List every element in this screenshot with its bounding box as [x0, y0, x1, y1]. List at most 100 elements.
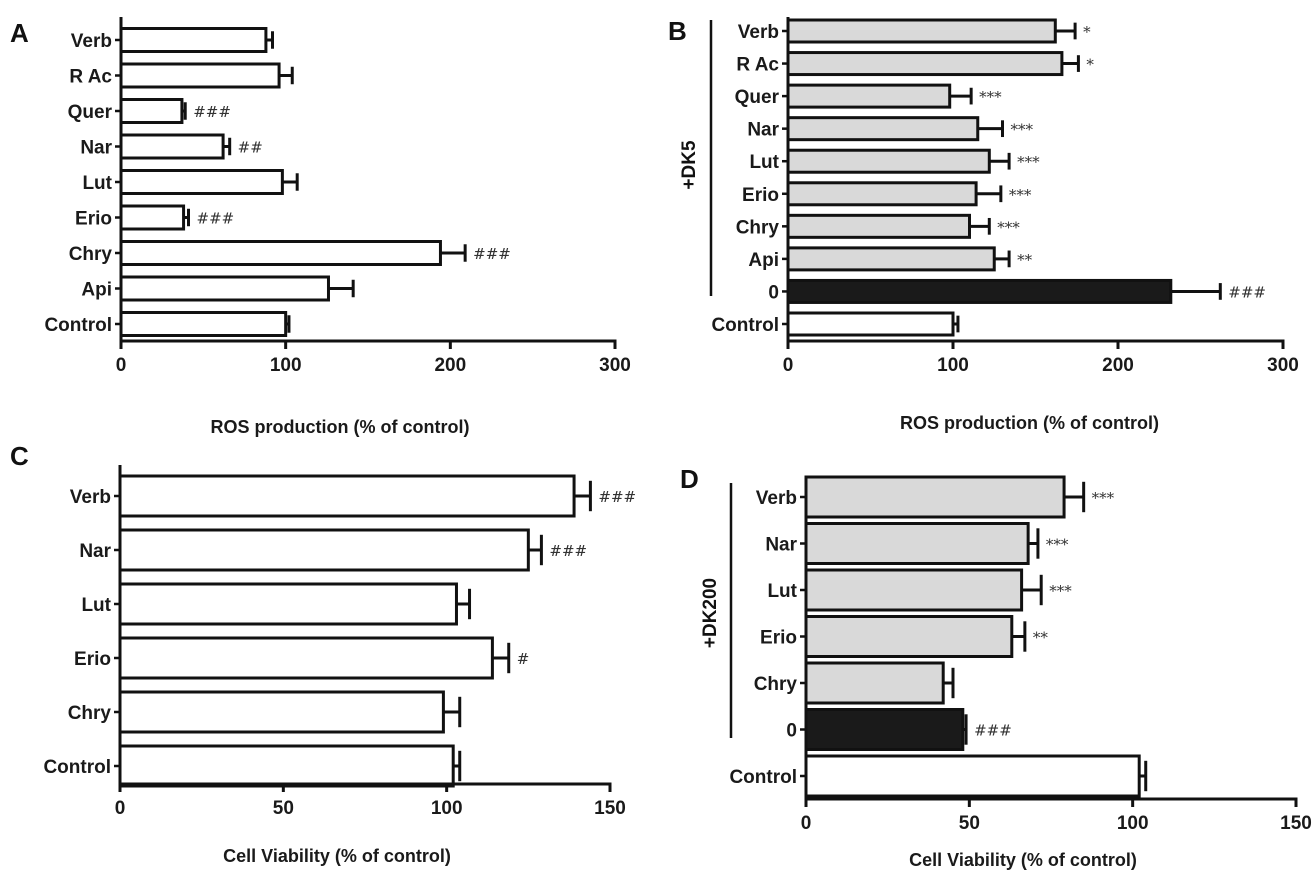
significance-marker: ## — [238, 139, 263, 157]
x-axis-label: Cell Viability (% of control) — [909, 850, 1137, 870]
bar-group: Quer *** — [735, 83, 1002, 109]
significance-marker: ### — [193, 103, 231, 121]
significance-marker: ### — [197, 210, 235, 228]
significance-marker: # — [517, 650, 530, 668]
category-label: Quer — [735, 87, 780, 108]
category-label: Control — [711, 315, 779, 336]
x-tick-label: 200 — [434, 355, 466, 376]
x-tick-label: 150 — [594, 798, 626, 819]
group-label: +DK5 — [679, 140, 700, 190]
category-label: R Ac — [736, 55, 779, 76]
category-label: Erio — [75, 209, 112, 230]
significance-marker: * — [1083, 23, 1091, 41]
x-tick-label: 100 — [431, 798, 463, 819]
bar-group: Verb *** — [756, 475, 1115, 519]
bar — [786, 18, 1057, 44]
category-label: Nar — [765, 535, 797, 556]
category-label: 0 — [768, 282, 779, 303]
bar-group: 0 ### — [768, 278, 1266, 304]
bar — [119, 27, 268, 53]
bar-group: Control — [711, 311, 960, 337]
bar — [804, 568, 1024, 612]
bar-group: Nar *** — [747, 116, 1034, 142]
category-label: Chry — [736, 217, 780, 238]
significance-marker: *** — [1046, 536, 1069, 554]
bar — [786, 278, 1173, 304]
category-label: Nar — [80, 138, 112, 159]
x-tick-label: 0 — [801, 813, 812, 834]
category-label: Chry — [68, 703, 112, 724]
bar — [804, 754, 1141, 798]
bar — [119, 275, 330, 302]
x-tick-label: 0 — [115, 798, 126, 819]
bar — [804, 708, 965, 751]
bar — [119, 133, 225, 160]
category-label: Quer — [68, 102, 113, 123]
category-label: Control — [43, 757, 111, 778]
bar-group: Nar ### — [79, 528, 587, 572]
significance-marker: ### — [598, 488, 636, 506]
bar-group: Erio ### — [75, 204, 235, 231]
x-tick-label: 50 — [273, 798, 294, 819]
bar-group: Chry — [754, 661, 955, 705]
panel-a: A Verb R Ac Quer ### Nar ## Lut Erio ### Chry ### Ap… — [10, 17, 631, 437]
category-label: Chry — [69, 244, 113, 265]
bar — [118, 582, 458, 626]
bar — [786, 246, 996, 272]
category-label: Erio — [742, 185, 779, 206]
significance-marker: ** — [1017, 251, 1033, 269]
category-label: 0 — [786, 721, 797, 742]
category-label: Erio — [74, 649, 111, 670]
x-tick-label: 0 — [783, 355, 794, 376]
significance-marker: * — [1086, 56, 1094, 74]
bar — [119, 204, 186, 231]
category-label: Nar — [79, 541, 111, 562]
bar-group: R Ac — [69, 62, 294, 89]
bar — [119, 62, 281, 89]
x-tick-label: 200 — [1102, 355, 1134, 376]
category-label: Verb — [70, 487, 111, 508]
x-tick-label: 300 — [599, 355, 631, 376]
group-label: +DK200 — [700, 578, 721, 648]
category-label: Verb — [738, 22, 779, 43]
panel-label: D — [680, 464, 699, 494]
bar-group: Nar *** — [765, 522, 1069, 565]
bar — [119, 169, 284, 195]
bar-group: Erio *** — [742, 181, 1032, 207]
bar-group: Control — [43, 744, 462, 788]
bar — [804, 615, 1014, 658]
significance-marker: ### — [1228, 283, 1266, 301]
category-label: Lut — [82, 173, 112, 194]
x-tick-label: 100 — [270, 355, 302, 376]
significance-marker: *** — [979, 88, 1002, 106]
category-label: Chry — [754, 674, 798, 695]
panel-b: B Verb *R Ac *Quer ***Nar ***Lut ***Erio ***Chr… — [668, 16, 1299, 433]
bar — [804, 522, 1030, 565]
category-label: Lut — [81, 595, 111, 616]
bar — [119, 311, 288, 337]
category-label: Nar — [747, 120, 779, 141]
bar-group: Quer ### — [68, 98, 231, 124]
panel-label: A — [10, 18, 29, 48]
x-axis-label: ROS production (% of control) — [211, 417, 470, 437]
bar — [118, 744, 455, 788]
bar — [119, 98, 184, 124]
bar-group: Lut — [82, 169, 299, 195]
x-tick-label: 100 — [1117, 813, 1149, 834]
bar-group: Api ** — [748, 246, 1033, 272]
bar-group: Erio ** — [760, 615, 1049, 658]
bar — [786, 148, 991, 174]
category-label: Lut — [749, 152, 779, 173]
significance-marker: *** — [997, 218, 1020, 236]
significance-marker: *** — [1009, 186, 1032, 204]
significance-marker: *** — [1049, 582, 1072, 600]
significance-marker: ** — [1033, 629, 1049, 647]
significance-marker: *** — [1017, 153, 1040, 171]
bar-group: Lut *** — [767, 568, 1072, 612]
category-label: Lut — [767, 581, 797, 602]
panel-d: D Verb *** Nar *** Lut *** Erio ** Chry 0 ### Contro… — [680, 464, 1312, 870]
bar — [786, 213, 971, 239]
x-axis-label: Cell Viability (% of control) — [223, 846, 451, 866]
